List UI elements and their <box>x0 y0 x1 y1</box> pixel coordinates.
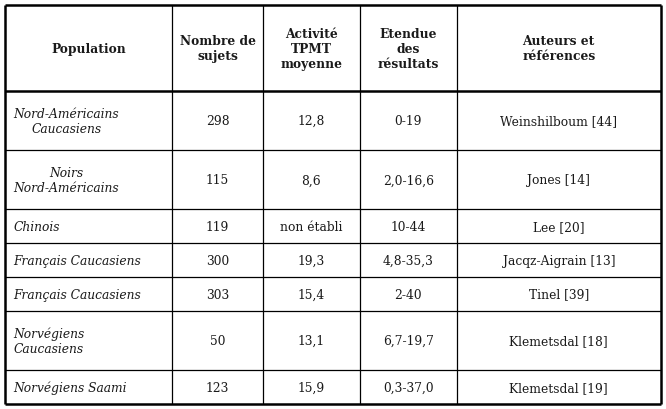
Text: 4,8-35,3: 4,8-35,3 <box>383 254 434 267</box>
Text: non établi: non établi <box>280 220 342 233</box>
Text: 6,7-19,7: 6,7-19,7 <box>383 334 434 347</box>
Text: 10-44: 10-44 <box>391 220 426 233</box>
Text: 15,9: 15,9 <box>298 381 325 394</box>
Text: 19,3: 19,3 <box>298 254 325 267</box>
Text: 13,1: 13,1 <box>298 334 325 347</box>
Text: Jones [14]: Jones [14] <box>527 174 590 187</box>
Text: 2-40: 2-40 <box>394 288 422 301</box>
Text: Auteurs et
références: Auteurs et références <box>522 35 595 63</box>
Text: 298: 298 <box>206 115 230 128</box>
Text: Noirs
Nord-Américains: Noirs Nord-Américains <box>13 166 119 194</box>
Text: Norvégiens Saami: Norvégiens Saami <box>13 380 127 394</box>
Text: 50: 50 <box>210 334 225 347</box>
Text: Français Caucasiens: Français Caucasiens <box>13 288 141 301</box>
Text: Norvégiens
Caucasiens: Norvégiens Caucasiens <box>13 326 85 355</box>
Text: Klemetsdal [18]: Klemetsdal [18] <box>509 334 608 347</box>
Text: 15,4: 15,4 <box>298 288 325 301</box>
Text: 12,8: 12,8 <box>298 115 325 128</box>
Text: 119: 119 <box>206 220 229 233</box>
Text: Jacqz-Aigrain [13]: Jacqz-Aigrain [13] <box>503 254 615 267</box>
Text: 0-19: 0-19 <box>395 115 422 128</box>
Text: Français Caucasiens: Français Caucasiens <box>13 254 141 267</box>
Text: 8,6: 8,6 <box>302 174 321 187</box>
Text: 123: 123 <box>206 381 229 394</box>
Text: Activité
TPMT
moyenne: Activité TPMT moyenne <box>280 27 342 70</box>
Text: Klemetsdal [19]: Klemetsdal [19] <box>509 381 608 394</box>
Text: Population: Population <box>51 43 127 55</box>
Text: 115: 115 <box>206 174 229 187</box>
Text: Nord-Américains
Caucasiens: Nord-Américains Caucasiens <box>13 107 119 135</box>
Text: 300: 300 <box>206 254 229 267</box>
Text: Etendue
des
résultats: Etendue des résultats <box>378 27 439 70</box>
Text: 2,0-16,6: 2,0-16,6 <box>383 174 434 187</box>
Text: 303: 303 <box>206 288 229 301</box>
Text: Nombre de
sujets: Nombre de sujets <box>180 35 256 63</box>
Text: Weinshilboum [44]: Weinshilboum [44] <box>500 115 617 128</box>
Text: Chinois: Chinois <box>13 220 60 233</box>
Text: 0,3-37,0: 0,3-37,0 <box>383 381 434 394</box>
Text: Tinel [39]: Tinel [39] <box>529 288 589 301</box>
Text: Lee [20]: Lee [20] <box>533 220 585 233</box>
